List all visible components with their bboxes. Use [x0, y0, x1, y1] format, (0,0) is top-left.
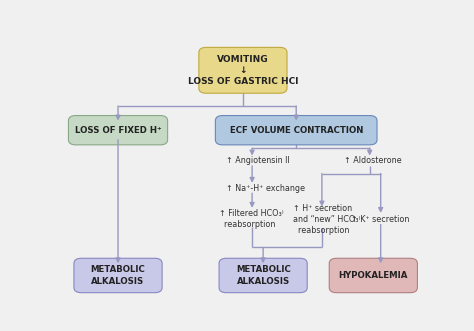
Text: ECF VOLUME CONTRACTION: ECF VOLUME CONTRACTION [229, 126, 363, 135]
FancyBboxPatch shape [329, 258, 418, 293]
Text: ↑ H⁺ secretion
and “new” HCO₃⁾
  reabsorption: ↑ H⁺ secretion and “new” HCO₃⁾ reabsorpt… [292, 204, 360, 235]
FancyBboxPatch shape [199, 47, 287, 93]
Text: ↑ Na⁺-H⁺ exchange: ↑ Na⁺-H⁺ exchange [227, 184, 305, 193]
FancyBboxPatch shape [74, 258, 162, 293]
Text: HYPOKALEMIA: HYPOKALEMIA [338, 271, 408, 280]
Text: VOMITING
↓
LOSS OF GASTRIC HCl: VOMITING ↓ LOSS OF GASTRIC HCl [188, 55, 298, 86]
FancyBboxPatch shape [219, 258, 307, 293]
Text: ↑ K⁺ secretion: ↑ K⁺ secretion [351, 215, 410, 224]
FancyBboxPatch shape [215, 116, 377, 145]
Text: ↑ Aldosterone: ↑ Aldosterone [344, 156, 401, 165]
Text: ↑ Filtered HCO₃⁾
  reabsorption: ↑ Filtered HCO₃⁾ reabsorption [219, 209, 283, 229]
Text: LOSS OF FIXED H⁺: LOSS OF FIXED H⁺ [75, 126, 161, 135]
Text: ↑ Angiotensin II: ↑ Angiotensin II [227, 156, 290, 165]
FancyBboxPatch shape [68, 116, 168, 145]
Text: METABOLIC
ALKALOSIS: METABOLIC ALKALOSIS [236, 265, 291, 286]
Text: METABOLIC
ALKALOSIS: METABOLIC ALKALOSIS [91, 265, 146, 286]
